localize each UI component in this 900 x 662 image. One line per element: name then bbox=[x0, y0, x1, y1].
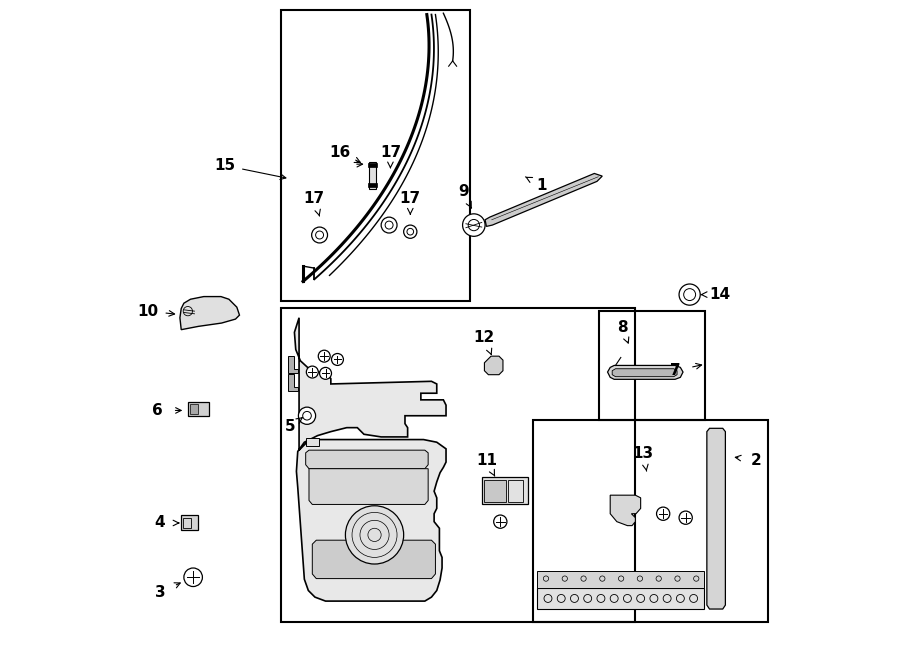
Text: 16: 16 bbox=[328, 145, 350, 160]
Text: 15: 15 bbox=[214, 158, 236, 173]
Bar bbox=[482, 477, 528, 504]
Polygon shape bbox=[485, 173, 602, 226]
Circle shape bbox=[299, 407, 316, 424]
Bar bbox=[537, 588, 704, 609]
Polygon shape bbox=[288, 356, 298, 373]
Circle shape bbox=[346, 506, 404, 564]
Text: 10: 10 bbox=[138, 304, 158, 318]
Text: 7: 7 bbox=[670, 363, 680, 378]
Bar bbox=[184, 518, 191, 528]
Circle shape bbox=[382, 217, 397, 233]
Polygon shape bbox=[306, 450, 428, 469]
Circle shape bbox=[184, 568, 202, 587]
Text: 11: 11 bbox=[476, 453, 497, 467]
Circle shape bbox=[306, 366, 319, 378]
Polygon shape bbox=[610, 495, 641, 526]
Bar bbox=[306, 438, 319, 446]
Circle shape bbox=[463, 214, 485, 236]
Circle shape bbox=[680, 511, 692, 524]
Circle shape bbox=[320, 367, 331, 379]
Bar bbox=[368, 183, 377, 187]
Bar bbox=[598, 311, 705, 420]
Text: 1: 1 bbox=[536, 178, 546, 193]
Circle shape bbox=[494, 515, 507, 528]
Text: 3: 3 bbox=[155, 585, 166, 600]
Bar bbox=[484, 480, 506, 502]
Bar bbox=[190, 404, 198, 414]
Circle shape bbox=[680, 284, 700, 305]
Bar bbox=[508, 480, 524, 502]
Bar bbox=[533, 420, 768, 622]
Bar bbox=[369, 162, 376, 189]
Circle shape bbox=[331, 354, 344, 365]
Polygon shape bbox=[288, 374, 298, 391]
Text: 13: 13 bbox=[633, 446, 654, 461]
Text: 17: 17 bbox=[303, 191, 325, 206]
Bar bbox=[188, 402, 209, 416]
Text: 4: 4 bbox=[155, 516, 166, 530]
Polygon shape bbox=[612, 369, 677, 377]
Text: 2: 2 bbox=[751, 453, 761, 467]
Circle shape bbox=[404, 225, 417, 238]
Text: 6: 6 bbox=[152, 403, 163, 418]
Text: 14: 14 bbox=[709, 287, 731, 302]
Polygon shape bbox=[294, 318, 446, 601]
Text: 17: 17 bbox=[380, 145, 401, 160]
Bar bbox=[368, 163, 377, 167]
Bar bbox=[181, 515, 198, 530]
Bar bbox=[281, 308, 635, 622]
Polygon shape bbox=[484, 356, 503, 375]
Polygon shape bbox=[180, 297, 239, 330]
Circle shape bbox=[656, 507, 670, 520]
Circle shape bbox=[319, 350, 330, 362]
Text: 12: 12 bbox=[473, 330, 495, 345]
Polygon shape bbox=[706, 428, 725, 609]
Polygon shape bbox=[608, 365, 683, 379]
Bar bbox=[281, 10, 470, 301]
Circle shape bbox=[311, 227, 328, 243]
Text: 9: 9 bbox=[458, 185, 469, 199]
Text: 5: 5 bbox=[284, 420, 295, 434]
Bar bbox=[537, 571, 704, 588]
Polygon shape bbox=[309, 469, 428, 504]
Polygon shape bbox=[312, 540, 436, 579]
Text: 8: 8 bbox=[616, 320, 627, 335]
Text: 17: 17 bbox=[400, 191, 421, 206]
